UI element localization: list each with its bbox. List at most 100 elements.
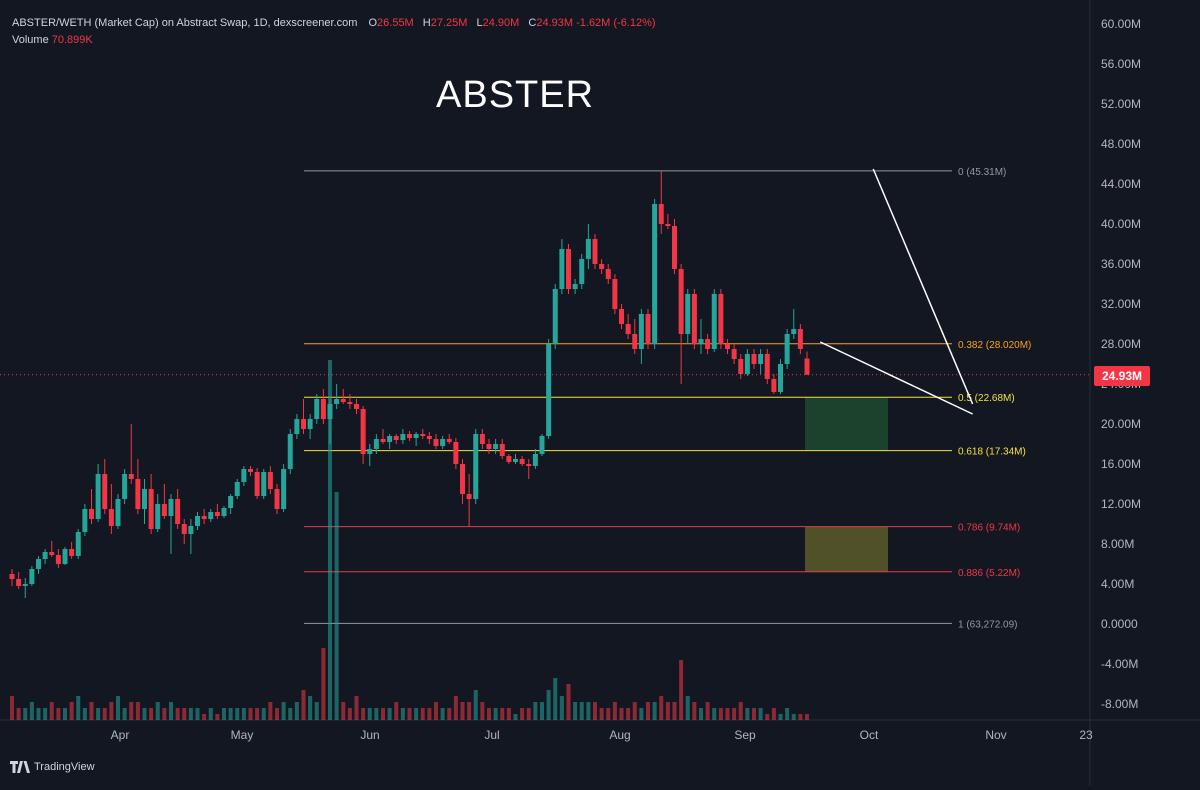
target-zone-1 (805, 397, 888, 451)
candle-body (506, 456, 512, 462)
candle-body (499, 444, 505, 456)
x-tick-label: Oct (860, 728, 879, 742)
volume-bar (745, 708, 750, 720)
y-tick-label: 8.00M (1101, 537, 1134, 551)
volume-bar (440, 708, 445, 720)
candle-body (599, 264, 605, 269)
volume-bar (546, 690, 551, 720)
candle-body (327, 404, 333, 419)
candle-body (320, 399, 326, 419)
volume-bar (142, 708, 147, 720)
candle-body (513, 459, 518, 462)
volume-bar (434, 702, 438, 720)
volume-bar (275, 708, 279, 720)
volume-bar (593, 702, 597, 720)
candle-body (546, 344, 552, 436)
volume-bar (652, 702, 657, 720)
candle-body (281, 469, 287, 509)
volume-bar (473, 690, 478, 720)
candle-body (195, 516, 200, 526)
candle-body (453, 442, 459, 464)
candle-body (22, 584, 28, 586)
x-tick-label: Apr (111, 728, 130, 742)
candle-body (9, 574, 15, 579)
candle-body (82, 509, 88, 532)
candle-body (526, 464, 532, 466)
volume-bar (308, 696, 313, 720)
candle-body (493, 444, 499, 449)
volume-bar (513, 714, 518, 720)
volume-bar (122, 708, 127, 720)
candle-body (466, 494, 472, 499)
candle-body (744, 354, 750, 374)
volume-bar (29, 702, 34, 720)
upper-trendline (872, 168, 974, 405)
lower-trendline (819, 341, 973, 415)
legend-close-value: 24.93M -1.62M (-6.12%) (536, 17, 656, 29)
candle-body (572, 284, 578, 289)
volume-bar (182, 708, 187, 720)
volume-bar (738, 702, 743, 720)
volume-bar (480, 702, 485, 720)
candle-body (16, 579, 22, 586)
y-tick-label: -4.00M (1101, 657, 1138, 671)
volume-bar (712, 708, 717, 720)
candle-body (261, 472, 267, 496)
volume-bar (718, 708, 723, 720)
volume-bar (235, 708, 240, 720)
volume-bar (82, 708, 87, 720)
volume-bar (387, 708, 392, 720)
candle-body (49, 552, 55, 555)
volume-bar (268, 702, 273, 720)
candle-body (585, 239, 591, 259)
candle-body (148, 489, 154, 529)
volume-bar (374, 708, 379, 720)
candle-body (340, 399, 346, 402)
tradingview-brand[interactable]: TradingView (10, 761, 95, 773)
candle-body (479, 434, 485, 444)
volume-bar (520, 708, 525, 720)
volume-bar (241, 708, 246, 720)
candle-body (354, 404, 359, 409)
volume-bar (427, 708, 432, 720)
volume-bar (89, 702, 94, 720)
volume-bar (665, 702, 670, 720)
volume-bar (672, 702, 677, 720)
candle-body (201, 516, 207, 519)
candle-body (738, 359, 744, 374)
y-tick-label: 4.00M (1101, 577, 1134, 591)
candle-body (784, 334, 790, 364)
candle-body (685, 294, 691, 334)
volume-bar (367, 708, 372, 720)
x-tick-label: Nov (985, 728, 1006, 742)
candle-body (95, 474, 101, 519)
candle-body (797, 329, 803, 349)
volume-bar (43, 708, 48, 720)
current-price-tag: 24.93M (1094, 366, 1150, 386)
candle-body (705, 339, 711, 349)
volume-bar (116, 696, 120, 720)
volume-bar (109, 702, 114, 720)
volume-bar (321, 648, 326, 720)
volume-bar (228, 708, 233, 720)
volume-bar (533, 702, 538, 720)
volume-bar (255, 708, 260, 720)
volume-bar (195, 708, 200, 720)
volume-bar (500, 708, 505, 720)
candle-body (725, 344, 730, 349)
volume-bar (381, 708, 385, 720)
fib-level-label: 0.382 (28.020M) (958, 340, 1031, 351)
candle-body (181, 524, 187, 534)
legend-high-value: 27.25M (430, 17, 468, 29)
volume-bar (49, 702, 54, 720)
volume-bar (679, 660, 684, 720)
candle-body (460, 464, 465, 494)
candle-body (446, 439, 452, 442)
volume-bar (752, 708, 756, 720)
y-tick-label: 16.00M (1101, 457, 1141, 471)
candle-body (678, 269, 684, 334)
chart-legend: ABSTER/WETH (Market Cap) on Abstract Swa… (12, 15, 662, 48)
volume-bar (732, 708, 737, 720)
